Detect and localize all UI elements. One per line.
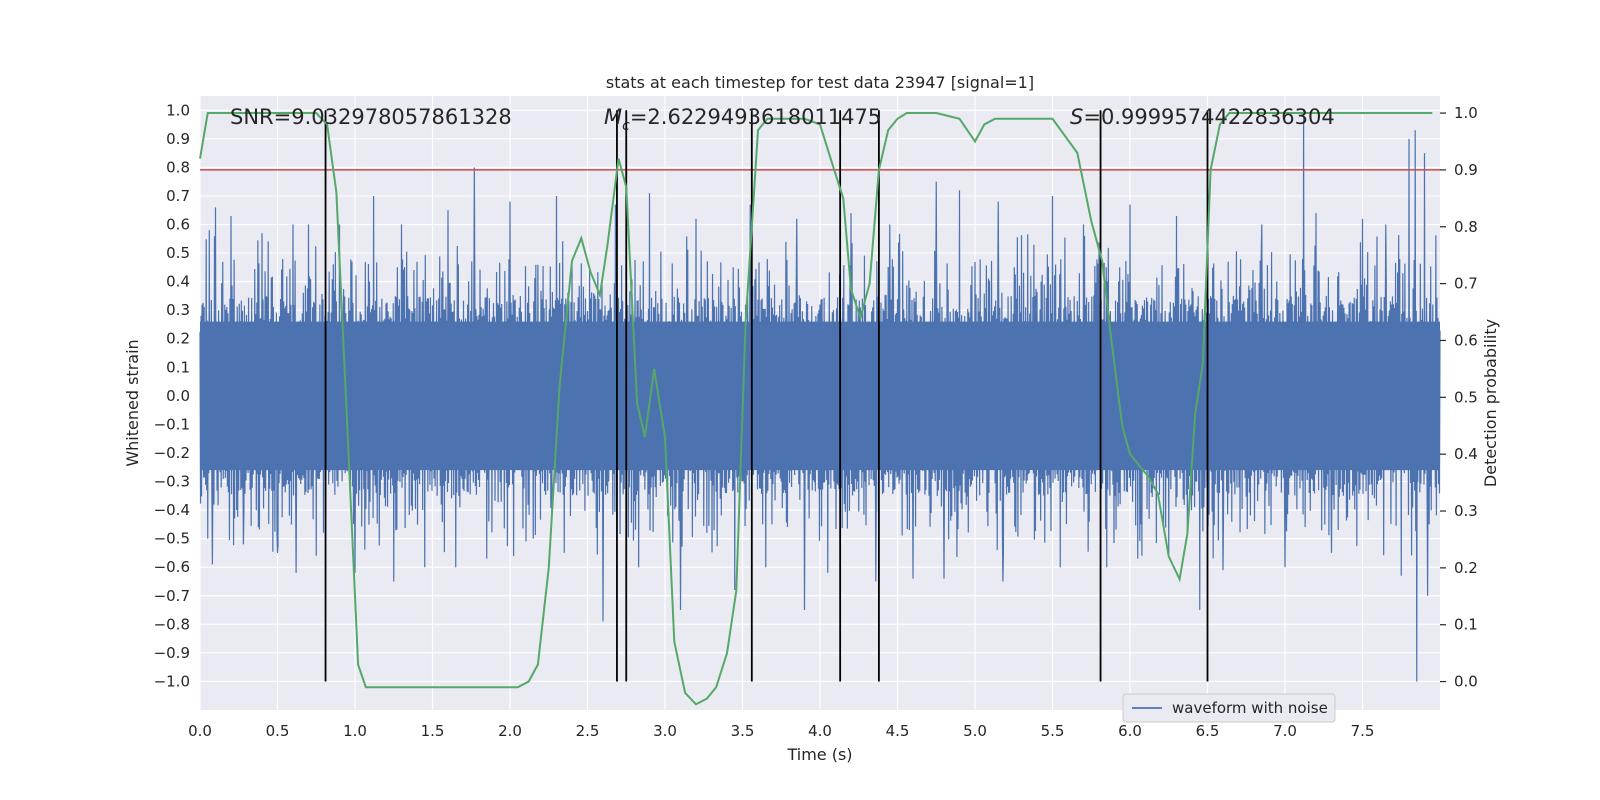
x-tick-label: 6.5 <box>1196 722 1220 740</box>
y-left-tick-label: −0.9 <box>154 644 190 662</box>
y-right-tick-label: 1.0 <box>1454 104 1478 122</box>
y-left-tick-label: −0.4 <box>154 501 190 519</box>
y-left-tick-label: 0.1 <box>166 358 190 376</box>
y-left-tick-label: 0.5 <box>166 244 190 262</box>
y-right-tick-label: 0.0 <box>1454 673 1478 691</box>
s-annotation: S=0.9999574422836304 <box>1070 105 1335 129</box>
y-left-tick-label: 1.0 <box>166 101 190 119</box>
x-tick-label: 7.5 <box>1351 722 1375 740</box>
x-tick-label: 6.0 <box>1118 722 1142 740</box>
snr-annotation: SNR=9.032978057861328 <box>230 105 512 129</box>
strain-series <box>199 110 1441 682</box>
y-left-tick-label: −0.2 <box>154 444 190 462</box>
y-left-tick-label: −0.7 <box>154 587 190 605</box>
y-right-tick-label: 0.2 <box>1454 559 1478 577</box>
y-left-tick-label: 0.8 <box>166 158 190 176</box>
y-right-tick-label: 0.6 <box>1454 331 1478 349</box>
x-tick-label: 0.0 <box>188 722 212 740</box>
y-right-tick-label: 0.1 <box>1454 616 1478 634</box>
y-left-tick-label: 0.3 <box>166 301 190 319</box>
y-left-tick-label: −0.1 <box>154 415 190 433</box>
x-axis-label: Time (s) <box>786 745 852 764</box>
chirp-mass-subscript: c <box>622 118 630 134</box>
chirp-mass-symbol: M <box>604 105 622 129</box>
x-tick-label: 3.5 <box>731 722 755 740</box>
x-tick-label: 2.5 <box>576 722 600 740</box>
y-right-tick-label: 0.8 <box>1454 218 1478 236</box>
legend-label: waveform with noise <box>1172 699 1328 717</box>
probability-line <box>199 112 1433 706</box>
y-right-tick-label: 0.3 <box>1454 502 1478 520</box>
vertical-lines <box>324 110 1209 682</box>
x-tick-label: 0.5 <box>266 722 290 740</box>
y-left-tick-label: −1.0 <box>154 672 190 690</box>
y-left-tick-label: 0.4 <box>166 273 190 291</box>
y-left-tick-label: −0.5 <box>154 530 190 548</box>
x-tick-label: 4.5 <box>886 722 910 740</box>
chart-title: stats at each timestep for test data 239… <box>606 73 1034 92</box>
y-left-tick-label: 0.6 <box>166 216 190 234</box>
y-right-tick-label: 0.9 <box>1454 161 1478 179</box>
y-right-tick-label: 0.7 <box>1454 275 1478 293</box>
x-tick-label: 4.0 <box>808 722 832 740</box>
y-left-tick-label: −0.3 <box>154 473 190 491</box>
x-tick-label: 5.5 <box>1041 722 1065 740</box>
y-left-tick-label: −0.8 <box>154 615 190 633</box>
y-left-tick-label: 0.0 <box>166 387 190 405</box>
y-right-tick-label: 0.4 <box>1454 445 1478 463</box>
x-tick-label: 1.5 <box>421 722 445 740</box>
tick-labels: 0.0 0.5 1.0 1.5 2.0 2.5 3.0 3.5 4.0 4.5 5.0 5.5 6.0 6… <box>154 101 1478 740</box>
y-left-tick-label: 0.7 <box>166 187 190 205</box>
chirp-mass-annotation: Mc=2.6229493618011475 <box>604 105 881 134</box>
s-value: =0.9999574422836304 <box>1083 105 1334 129</box>
y-left-tick-label: −0.6 <box>154 558 190 576</box>
legend: waveform with noise <box>1122 693 1336 723</box>
y-left-tick-label: 0.9 <box>166 130 190 148</box>
legend-box <box>1122 693 1336 723</box>
x-tick-label: 3.0 <box>653 722 677 740</box>
y-axis-left-label: Whitened strain <box>123 339 142 466</box>
chirp-mass-value: =2.6229493618011475 <box>630 105 881 129</box>
y-left-tick-label: 0.2 <box>166 330 190 348</box>
x-tick-label: 1.0 <box>343 722 367 740</box>
x-tick-label: 2.0 <box>498 722 522 740</box>
probability-series <box>199 112 1433 706</box>
y-axis-right-label: Detection probability <box>1481 319 1500 487</box>
x-tick-label: 7.0 <box>1273 722 1297 740</box>
strain-line <box>199 110 1441 682</box>
s-symbol: S <box>1070 105 1083 129</box>
y-right-tick-label: 0.5 <box>1454 388 1478 406</box>
x-tick-label: 5.0 <box>963 722 987 740</box>
